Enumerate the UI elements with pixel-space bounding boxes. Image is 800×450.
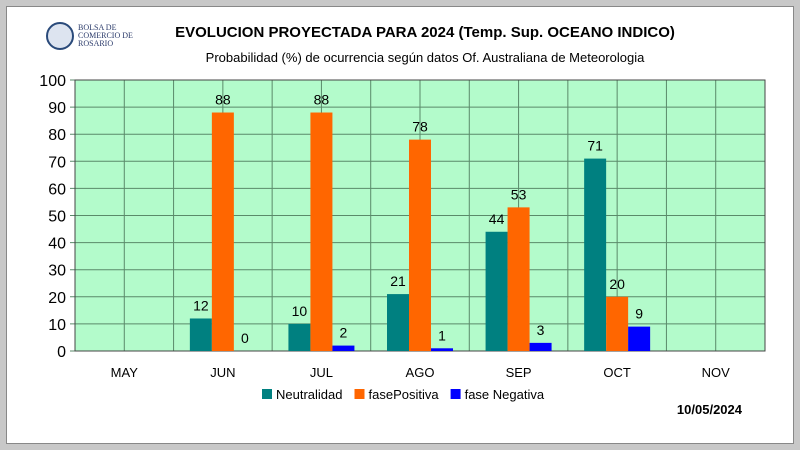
data-label: 21 — [390, 273, 406, 289]
y-tick-label: 30 — [48, 263, 66, 280]
data-label: 1 — [438, 327, 446, 343]
y-tick-label: 0 — [57, 344, 66, 361]
bar-fasepositiva — [606, 296, 629, 351]
legend-label: fasePositiva — [369, 387, 440, 402]
bar-neutralidad — [485, 231, 508, 351]
y-tick-label: 100 — [39, 73, 66, 90]
bar-fasepositiva — [507, 207, 530, 351]
bar-neutralidad — [584, 158, 607, 351]
y-tick-label: 80 — [48, 127, 66, 144]
y-tick-label: 10 — [48, 317, 66, 334]
data-label: 10 — [292, 303, 308, 319]
data-label: 53 — [511, 186, 527, 202]
data-label: 0 — [241, 330, 249, 346]
x-tick-label: NOV — [702, 365, 731, 380]
bar-fase-negativa — [529, 342, 552, 351]
x-tick-label: SEP — [506, 365, 532, 380]
date-label: 10/05/2024 — [676, 402, 742, 417]
x-tick-label: MAY — [111, 365, 139, 380]
x-tick-label: OCT — [603, 365, 631, 380]
x-tick-label: JUN — [210, 365, 235, 380]
data-label: 88 — [215, 92, 231, 108]
data-label: 2 — [340, 325, 348, 341]
y-tick-label: 70 — [48, 154, 66, 171]
y-tick-label: 20 — [48, 290, 66, 307]
logo-text: BOLSA DE COMERCIO DE ROSARIO — [78, 23, 133, 48]
legend-swatch — [450, 389, 461, 399]
legend-swatch — [262, 389, 272, 399]
logo: BOLSA DE COMERCIO DE ROSARIO — [46, 22, 148, 50]
seal-icon — [46, 22, 74, 50]
data-label: 9 — [635, 306, 643, 322]
legend-label: Neutralidad — [276, 387, 343, 402]
data-label: 71 — [587, 138, 603, 154]
data-label: 20 — [609, 276, 625, 292]
y-tick-label: 60 — [48, 181, 66, 198]
data-label: 12 — [193, 297, 209, 313]
legend-label: fase Negativa — [465, 387, 545, 402]
x-tick-label: AGO — [406, 365, 435, 380]
data-label: 3 — [537, 322, 545, 338]
legend-swatch — [354, 389, 365, 399]
bar-fase-negativa — [628, 326, 651, 351]
bar-fasepositiva — [211, 112, 234, 352]
y-tick-label: 90 — [48, 100, 66, 117]
chart-subtitle: Probabilidad (%) de ocurrencia según dat… — [205, 50, 645, 65]
bar-fase-negativa — [332, 345, 355, 351]
bar-neutralidad — [387, 294, 409, 351]
bar-fase-negativa — [431, 348, 453, 351]
x-tick-label: JUL — [310, 365, 333, 380]
data-label: 44 — [489, 211, 505, 227]
y-tick-label: 40 — [48, 236, 66, 253]
chart-title: EVOLUCION PROYECTADA PARA 2024 (Temp. Su… — [175, 24, 675, 41]
data-label: 88 — [314, 92, 330, 108]
bar-neutralidad — [288, 323, 311, 351]
data-label: 78 — [412, 119, 428, 135]
bar-fasepositiva — [310, 112, 333, 352]
bar-neutralidad — [189, 318, 212, 351]
y-tick-label: 50 — [48, 209, 66, 226]
bar-fasepositiva — [409, 139, 431, 351]
